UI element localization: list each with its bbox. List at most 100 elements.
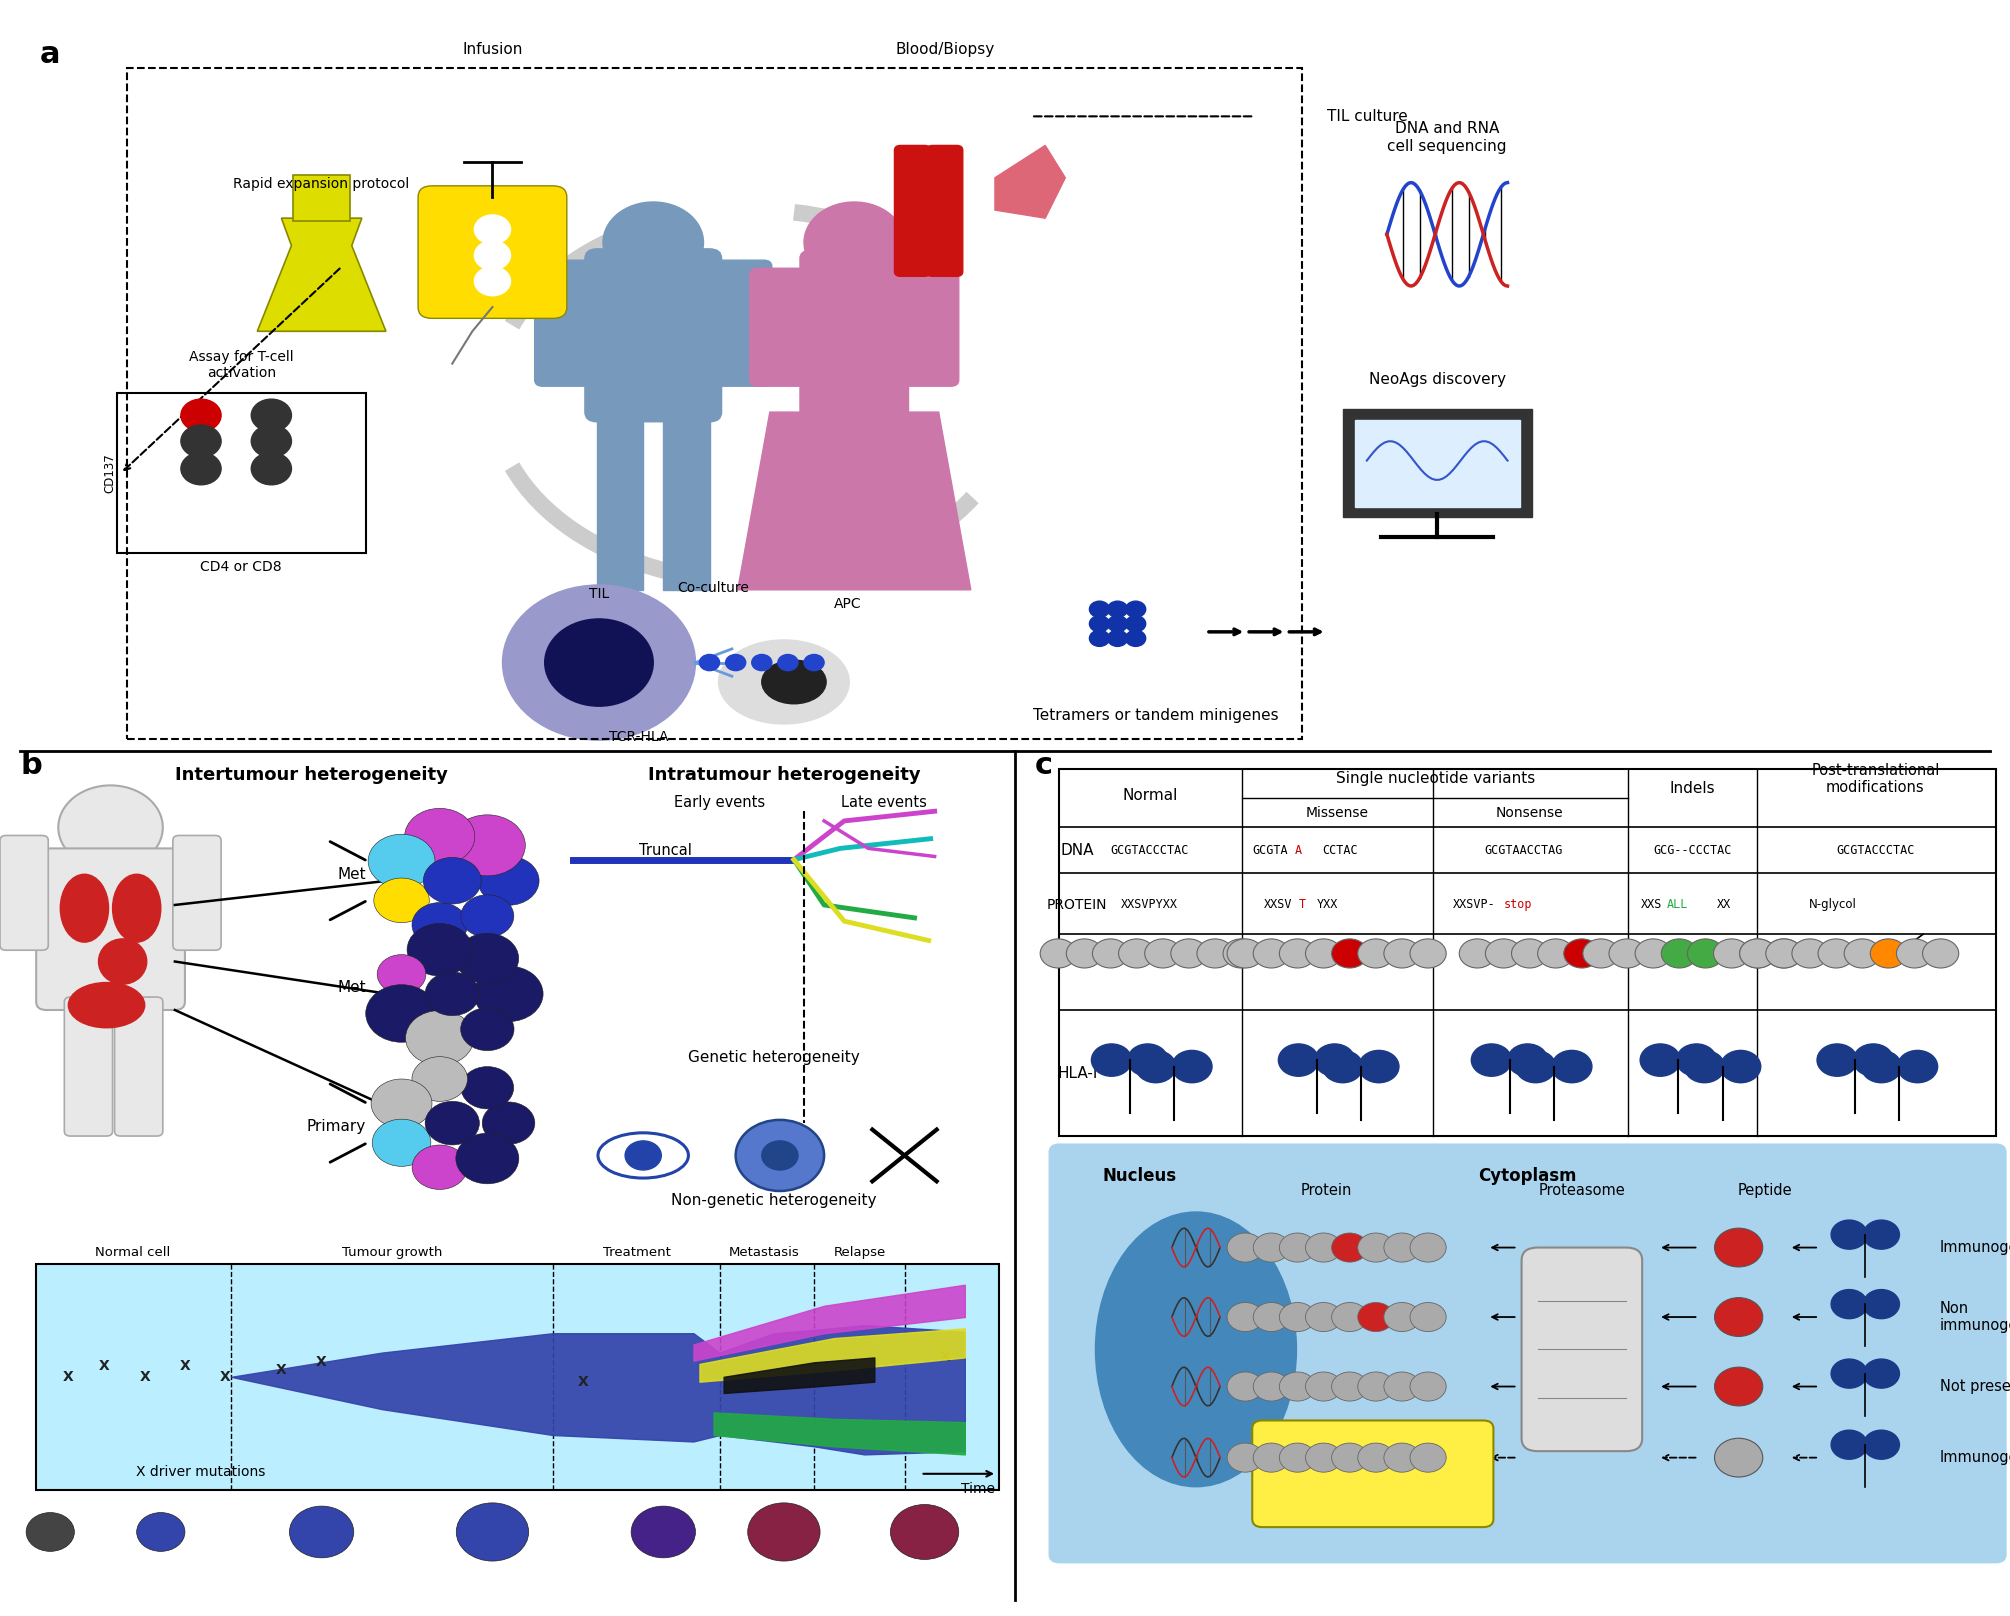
Circle shape [1254, 1443, 1290, 1472]
Text: PROTEIN: PROTEIN [1047, 898, 1108, 911]
Text: NeoAgs discovery: NeoAgs discovery [1369, 372, 1505, 386]
Text: CD4 or CD8: CD4 or CD8 [201, 559, 281, 574]
Text: Genetic heterogeneity: Genetic heterogeneity [687, 1050, 860, 1065]
Circle shape [1385, 1233, 1419, 1262]
Text: Primary: Primary [306, 1118, 366, 1134]
Circle shape [450, 814, 525, 876]
Circle shape [1863, 1430, 1899, 1459]
Text: Intertumour heterogeneity: Intertumour heterogeneity [175, 766, 448, 784]
Text: TCR-HLA: TCR-HLA [609, 730, 669, 745]
Circle shape [1089, 630, 1110, 646]
Circle shape [368, 834, 434, 887]
Text: Truncal: Truncal [639, 842, 691, 858]
Text: GCGTA: GCGTA [1252, 844, 1288, 856]
Ellipse shape [60, 874, 109, 942]
Circle shape [1315, 1044, 1355, 1076]
Text: Not presented: Not presented [1940, 1378, 2010, 1395]
Text: Met: Met [338, 979, 366, 995]
Circle shape [1254, 939, 1290, 968]
Circle shape [1359, 1050, 1399, 1083]
Circle shape [1126, 616, 1146, 632]
FancyBboxPatch shape [890, 268, 959, 386]
Circle shape [460, 1067, 515, 1109]
Circle shape [1170, 939, 1206, 968]
Circle shape [1385, 1302, 1419, 1332]
Circle shape [426, 971, 480, 1016]
Circle shape [699, 654, 720, 671]
Circle shape [456, 934, 519, 984]
Polygon shape [995, 145, 1065, 218]
Text: XX: XX [1717, 898, 1731, 911]
Circle shape [1924, 939, 1958, 968]
Circle shape [1584, 939, 1620, 968]
Text: Nonsense: Nonsense [1495, 806, 1564, 819]
Text: T: T [1298, 898, 1306, 911]
Circle shape [890, 1504, 959, 1559]
Circle shape [289, 1506, 354, 1558]
Circle shape [1863, 1290, 1899, 1319]
FancyBboxPatch shape [750, 268, 818, 386]
Circle shape [1385, 1372, 1419, 1401]
Circle shape [1333, 939, 1369, 968]
Text: GCGTAACCTAG: GCGTAACCTAG [1485, 844, 1562, 856]
Circle shape [1793, 939, 1829, 968]
Text: APC: APC [834, 596, 862, 611]
Circle shape [474, 966, 543, 1021]
FancyBboxPatch shape [115, 997, 163, 1136]
Circle shape [1089, 601, 1110, 617]
Text: XXSVPYXX: XXSVPYXX [1122, 898, 1178, 911]
FancyBboxPatch shape [927, 145, 963, 276]
Circle shape [1721, 1050, 1761, 1083]
Circle shape [1897, 939, 1934, 968]
Circle shape [1411, 1302, 1447, 1332]
Circle shape [460, 895, 515, 937]
Text: HLA-I: HLA-I [1057, 1065, 1097, 1081]
Circle shape [412, 902, 468, 947]
Circle shape [1715, 1367, 1763, 1406]
Circle shape [1333, 1443, 1369, 1472]
Text: Relapse: Relapse [834, 1246, 886, 1259]
Text: Normal: Normal [1122, 787, 1178, 803]
Circle shape [1280, 1372, 1317, 1401]
Circle shape [1662, 939, 1696, 968]
Circle shape [1459, 939, 1495, 968]
Circle shape [1108, 616, 1128, 632]
Text: Early events: Early events [673, 795, 766, 810]
Text: Intratumour heterogeneity: Intratumour heterogeneity [647, 766, 921, 784]
Text: X: X [275, 1364, 287, 1377]
Circle shape [181, 425, 221, 457]
Ellipse shape [599, 1133, 687, 1178]
Circle shape [366, 984, 438, 1042]
Circle shape [631, 1506, 695, 1558]
Ellipse shape [98, 939, 147, 984]
Circle shape [1688, 939, 1725, 968]
Circle shape [1767, 939, 1801, 968]
Circle shape [1306, 1443, 1343, 1472]
FancyBboxPatch shape [117, 393, 366, 553]
Text: GCGTACCCTAC: GCGTACCCTAC [1837, 844, 1914, 856]
Circle shape [26, 1513, 74, 1551]
Circle shape [1108, 601, 1128, 617]
Text: X driver mutations: X driver mutations [137, 1464, 265, 1479]
Circle shape [406, 1010, 474, 1065]
Text: DNA and RNA
cell sequencing: DNA and RNA cell sequencing [1387, 121, 1508, 154]
Text: c: c [1035, 751, 1053, 781]
Circle shape [1089, 616, 1110, 632]
FancyBboxPatch shape [36, 1264, 999, 1490]
Text: Post-translational
modifications: Post-translational modifications [1811, 763, 1940, 795]
Circle shape [748, 1503, 820, 1561]
Circle shape [1226, 939, 1262, 968]
Text: Non
immunogenic: Non immunogenic [1940, 1301, 2010, 1333]
Circle shape [378, 955, 426, 994]
Text: Time: Time [961, 1482, 995, 1496]
Text: YXX: YXX [1317, 898, 1339, 911]
Text: ALL: ALL [1666, 898, 1688, 911]
Text: Immunogenic: Immunogenic [1940, 1450, 2010, 1466]
Circle shape [1333, 1233, 1369, 1262]
Circle shape [1385, 939, 1419, 968]
Circle shape [412, 1146, 468, 1189]
Circle shape [1684, 1050, 1725, 1083]
Circle shape [1817, 1044, 1857, 1076]
Circle shape [1333, 1302, 1369, 1332]
FancyBboxPatch shape [0, 835, 48, 950]
